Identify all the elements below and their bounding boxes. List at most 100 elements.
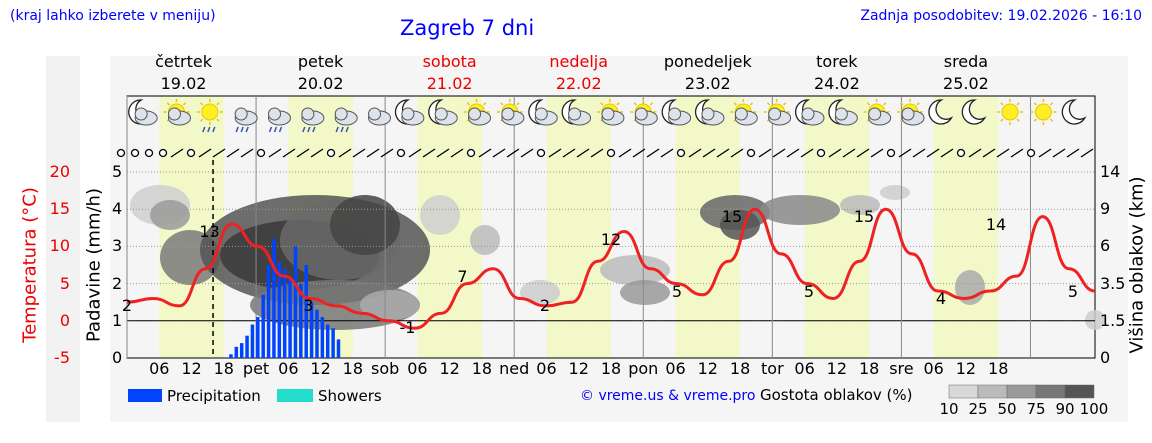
cloud-rain-icon [301, 107, 325, 133]
wind-calm-icon [816, 148, 826, 158]
precipitation-bar [272, 238, 276, 358]
wind-barb-icon [926, 148, 940, 158]
x-tick-label: 06 [149, 359, 170, 378]
x-tick-label: 12 [568, 359, 589, 378]
cloud-rain-icon [268, 107, 292, 133]
precipitation-bar [282, 268, 287, 358]
sun-cloud-icon [897, 99, 925, 126]
temperature-label: 14 [985, 214, 1007, 234]
cloud-density-area [150, 200, 190, 230]
x-tick-label: 12 [955, 359, 977, 378]
day-date: 19.02 [160, 74, 207, 93]
precipitation-bar [331, 328, 335, 358]
wind-barb-icon [1010, 148, 1024, 158]
sun-cloud-icon [596, 99, 625, 126]
temperature-label: -1 [399, 318, 416, 338]
temperature-label: 15 [721, 207, 743, 227]
wind-barb-icon [800, 148, 814, 158]
x-tick-label: 06 [923, 359, 944, 378]
showers-legend-label: Showers [318, 387, 382, 405]
temperature-tick-label: 15 [49, 199, 70, 219]
cloud-density-area [520, 280, 560, 305]
wind-barb-icon [240, 148, 254, 158]
precipitation-bar [261, 294, 265, 358]
precip-axis-title: Padavine (mm/h) [83, 188, 105, 342]
wind-barb-icon [282, 148, 296, 158]
precipitation-bar [239, 343, 244, 358]
sun-icon [1030, 99, 1057, 125]
location-hint[interactable]: (kraj lahko izberete v meniju) [10, 8, 216, 24]
wind-barb-icon [562, 148, 576, 158]
day-date: 25.02 [943, 74, 989, 93]
cloud-density-swatch [1064, 384, 1095, 399]
day-name: petek [297, 52, 344, 71]
wind-barb-icon [688, 148, 702, 158]
temperature-label: 15 [853, 207, 875, 227]
wind-barb-icon [716, 148, 730, 158]
wind-barb-icon [870, 148, 884, 158]
precipitation-bar [288, 279, 292, 358]
wind-barb-icon [842, 148, 856, 158]
temperature-tick-label: 20 [49, 162, 70, 181]
wind-barb-icon [296, 148, 310, 158]
copyright-link[interactable]: © vreme.us & vreme.pro [580, 388, 756, 404]
precip-tick-label: 2 [112, 273, 123, 293]
x-tick-label: 12 [439, 359, 460, 378]
precipitation-bar [277, 261, 282, 358]
precip-tick-label: 3 [112, 236, 123, 256]
cloud-height-tick-label: 6 [1100, 236, 1111, 255]
wind-barb-icon [660, 148, 674, 158]
wind-calm-icon [130, 148, 140, 158]
wind-barb-icon [632, 148, 646, 158]
precipitation-bar [315, 309, 319, 358]
sun-rain-icon [196, 99, 223, 133]
moon-cloud-icon [561, 99, 592, 126]
precip-tick-label: 0 [112, 348, 123, 367]
wind-barb-icon [408, 148, 422, 158]
temperature-axis-title: Temperatura (°C) [19, 187, 41, 343]
temperature-tick-label: 10 [49, 236, 70, 256]
wind-calm-icon [886, 148, 896, 158]
cloud-density-swatch [1035, 384, 1066, 399]
cloud-density-area [330, 195, 400, 255]
precipitation-bar [250, 324, 255, 358]
wind-barb-icon [198, 148, 212, 158]
x-tick-label: sre [889, 359, 914, 378]
wind-barb-icon [310, 148, 324, 158]
x-tick-label: 18 [342, 359, 364, 378]
cloud-showers-icon [334, 107, 358, 133]
sun-cloud-icon [863, 99, 892, 126]
temperature-label: 12 [600, 229, 622, 249]
moon-cloud-icon [794, 99, 825, 126]
cloud-density-swatch [977, 384, 1008, 399]
showers-legend-swatch [277, 389, 313, 402]
wind-barb-icon [1052, 148, 1066, 158]
last-update: Zadnja posodobitev: 19.02.2026 - 16:10 [860, 8, 1142, 24]
precipitation-bar [256, 317, 260, 358]
wind-calm-icon [466, 148, 476, 158]
day-name: sobota [422, 52, 477, 71]
temperature-label: 5 [671, 281, 683, 301]
sun-cloud-icon [763, 99, 792, 126]
wind-barb-icon [730, 148, 744, 158]
moon-cloud-icon [694, 99, 725, 126]
wind-calm-icon [746, 148, 756, 158]
wind-barb-icon [492, 148, 506, 158]
x-tick-label: 12 [826, 359, 848, 378]
wind-barb-icon [786, 148, 800, 158]
wind-barb-icon [548, 148, 562, 158]
cloud-icon [368, 107, 392, 126]
day-name: ponedeljek [663, 52, 752, 71]
x-tick-label: 06 [278, 359, 299, 378]
day-name: sreda [943, 52, 989, 71]
wind-barb-icon [436, 148, 450, 158]
temperature-line [126, 207, 1096, 330]
temperature-label: 2 [539, 295, 551, 315]
day-name: torek [816, 52, 858, 71]
wind-barb-icon [646, 148, 660, 158]
x-tick-label: ned [499, 359, 530, 378]
wind-barb-icon [380, 148, 394, 158]
temperature-label: 2 [121, 295, 133, 315]
x-tick-label: 18 [858, 359, 880, 378]
wind-calm-icon [956, 148, 966, 158]
